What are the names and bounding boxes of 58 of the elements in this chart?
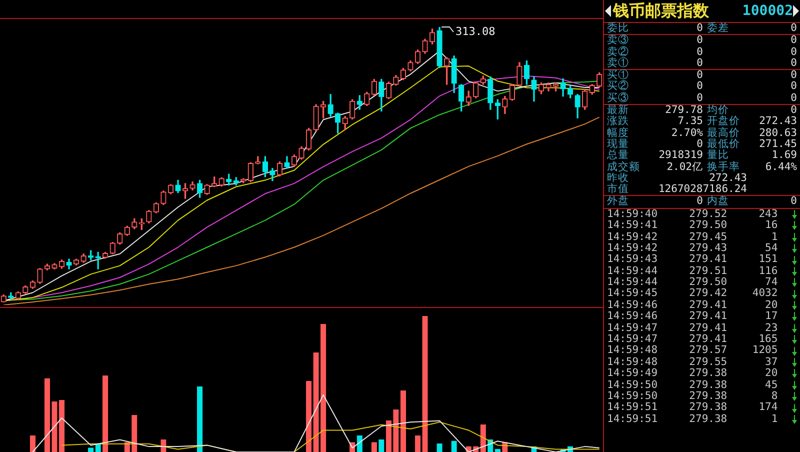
text: 100002: [742, 3, 793, 19]
bar: [132, 414, 138, 452]
text: 卖② 0 0: [607, 46, 797, 58]
text: 外盘 0 内盘 0: [607, 195, 797, 208]
bar: [378, 439, 384, 452]
text: 14:59:42 279.43 54: [607, 242, 778, 254]
bar: [313, 352, 319, 452]
bar: [320, 324, 326, 452]
text: 买③ 0 0: [607, 92, 797, 104]
text: 委比 0 委差 0: [607, 22, 797, 34]
text: 14:59:43 279.41 151: [607, 253, 778, 266]
text: 14:59:42 279.45 1: [607, 230, 778, 243]
text: 买① 0 0: [607, 69, 797, 82]
bar: [58, 400, 65, 452]
text: 14:59:51 279.38 1: [607, 412, 778, 426]
bar: [494, 448, 500, 452]
bar: [306, 380, 312, 452]
bar: [371, 442, 377, 452]
text: 卖③ 0 0: [607, 34, 797, 46]
text: 卖① 0 0: [607, 56, 797, 69]
text: 14:59:45 279.42 4032: [607, 287, 778, 300]
text: 14:59:50 279.38 45: [607, 378, 778, 391]
bar: [451, 440, 457, 452]
text: 市值 12670287186.24: [607, 183, 747, 196]
bar: [44, 378, 50, 452]
text: 钱币邮票指数: [613, 0, 709, 22]
text: 14:59:44 279.51 116: [607, 264, 778, 277]
bar: [414, 435, 421, 452]
text: 昨收 272.43: [607, 172, 747, 184]
bar: [422, 316, 428, 452]
bar: [196, 386, 203, 452]
text: 成交额 2.02亿 换手率 6.44%: [607, 160, 797, 173]
bar: [160, 439, 166, 452]
text: 14:59:47 279.41 23: [607, 322, 778, 334]
text: 14:59:50 279.38 8: [607, 390, 778, 402]
text: 14:59:41 279.50 16: [607, 219, 778, 232]
text: 总量 2918319 量比 1.69: [607, 149, 797, 162]
bar: [102, 376, 108, 452]
bar: [400, 390, 406, 452]
text: 买② 0 0: [607, 80, 797, 92]
text: 最新 279.78 均价 0: [607, 104, 797, 116]
bar: [30, 435, 36, 452]
bar: [52, 401, 58, 452]
text: 14:59:48 279.55 37: [607, 356, 778, 368]
bar: [386, 420, 392, 452]
text: 14:59:44 279.50 74: [607, 276, 778, 288]
text: 14:59:40 279.52 243: [607, 208, 778, 220]
text: 14:59:47 279.41 165: [607, 333, 778, 346]
text: 14:59:46 279.41 20: [607, 298, 778, 311]
annotation: 313.08: [456, 24, 496, 38]
text: 涨跌 7.35 开盘价 272.43: [607, 115, 797, 128]
text: 14:59:48 279.57 1205: [607, 344, 778, 357]
text: 现量 0 最低价 271.45: [607, 138, 797, 150]
text: 幅度 2.70% 最高价 280.63: [607, 126, 797, 139]
text: 14:59:46 279.41 17: [607, 310, 778, 323]
text: 14:59:51 279.38 174: [607, 401, 778, 414]
text: 14:59:49 279.38 20: [607, 367, 778, 380]
bar: [393, 410, 399, 452]
